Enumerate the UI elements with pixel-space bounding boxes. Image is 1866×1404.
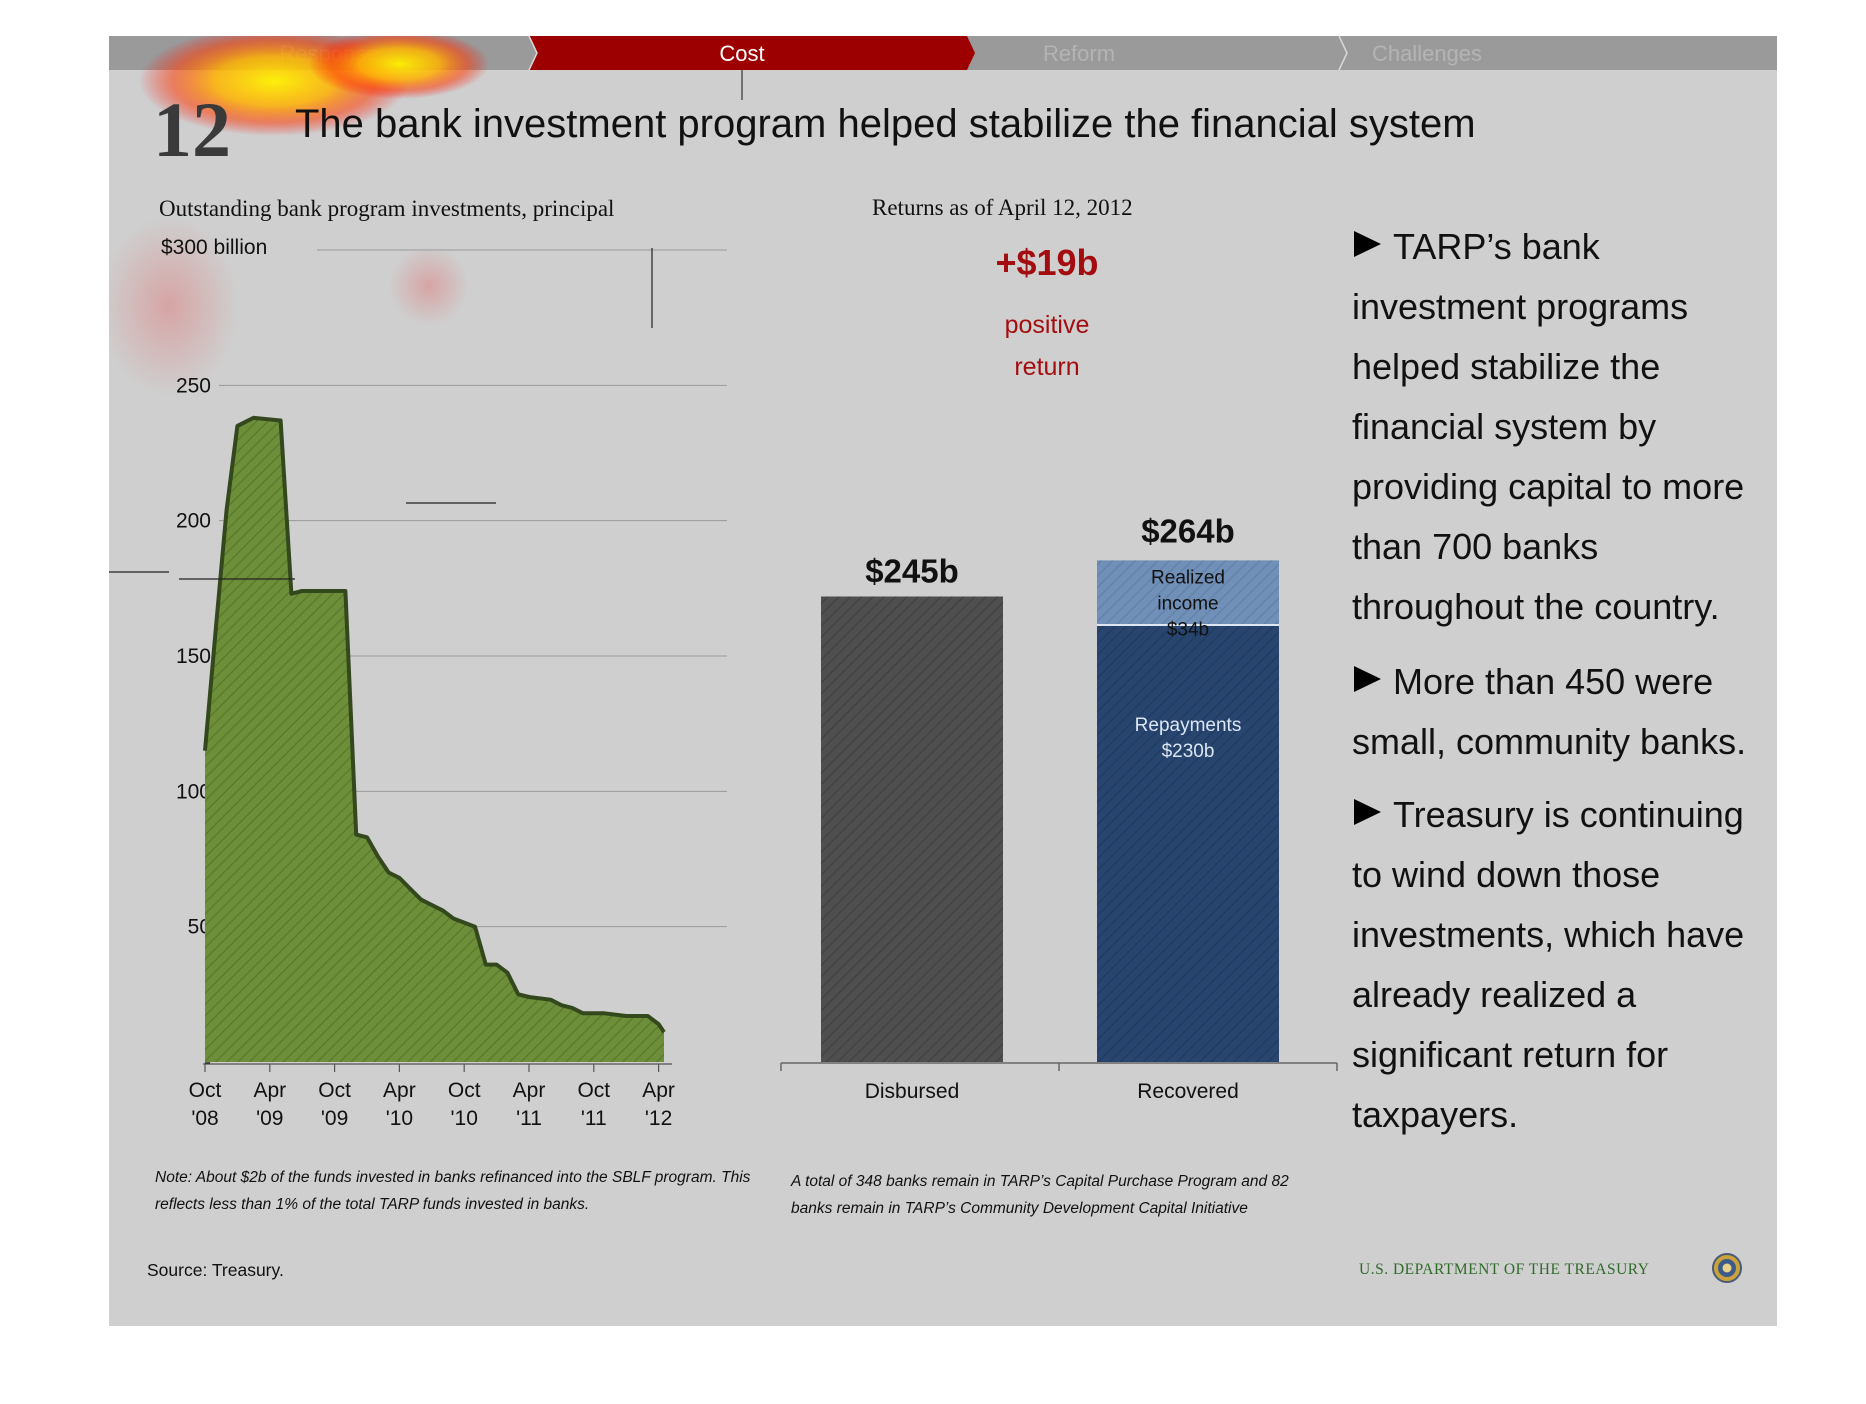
active-tab-shape <box>529 36 975 70</box>
positive-return-label: return <box>1014 353 1079 381</box>
slide: ResponseCostReformChallenges 12 The bank… <box>109 36 1777 1326</box>
area-series-fill <box>205 417 664 1062</box>
bullet-triangle-icon <box>1354 231 1381 257</box>
x-tick-label-month: Oct <box>189 1079 222 1102</box>
y-tick-label: 250 <box>176 374 211 397</box>
treasury-wordmark: U.S. DEPARTMENT OF THE TREASURY <box>1359 1261 1649 1278</box>
bar-total-label: $264b <box>1141 512 1235 549</box>
x-tick-label-month: Apr <box>513 1079 546 1102</box>
y-tick-label: - <box>204 1051 211 1074</box>
bar-chart: Returns as of April 12, 2012 $245b Repaym… <box>780 195 1338 1103</box>
x-tick-label-month: Oct <box>577 1079 610 1102</box>
realized-income-label: Realized <box>1151 567 1225 588</box>
x-tick-label-month: Apr <box>383 1079 416 1102</box>
bar-realized-income <box>1097 560 1279 625</box>
y-tick-label: 150 <box>176 645 211 668</box>
x-tick-label-year: '11 <box>516 1107 542 1130</box>
bullet-item: Treasury is continuing to wind down those… <box>1352 794 1744 1135</box>
repayments-label: Repayments <box>1135 715 1242 736</box>
treasury-seal-icon <box>1712 1253 1742 1283</box>
bar-chart-title: Returns as of April 12, 2012 <box>872 195 1133 220</box>
annotation-lines <box>109 248 653 580</box>
x-tick-label-year: '10 <box>451 1107 478 1130</box>
y-tick-label: 100 <box>176 780 211 803</box>
area-chart: Outstanding bank program investments, pr… <box>159 196 727 1130</box>
tab-reform[interactable]: Reform <box>1043 41 1115 66</box>
x-tick-label-month: Apr <box>253 1079 286 1102</box>
note-right: A total of 348 banks remain in TARP’s Ca… <box>790 1173 1289 1217</box>
realized-income-label: income <box>1157 593 1218 614</box>
x-tick-label-year: '09 <box>256 1107 283 1130</box>
x-tick-label-month: Oct <box>318 1079 351 1102</box>
x-tick-label-month: Apr <box>642 1079 675 1102</box>
area-chart-top-label: $300 billion <box>161 236 267 259</box>
bar-disbursed <box>821 596 1003 1062</box>
positive-return-value: +$19b <box>995 242 1098 283</box>
notes: Note: About $2b of the funds invested in… <box>147 1169 1289 1280</box>
bullet-item: TARP’s bank investment programs helped sta… <box>1352 226 1744 627</box>
y-tick-label: 200 <box>176 510 211 533</box>
bullet-item: More than 450 were small, community banks… <box>1352 661 1746 762</box>
page-title: The bank investment program helped stabi… <box>295 102 1476 146</box>
x-tick-label-year: '09 <box>321 1107 348 1130</box>
source-note: Source: Treasury. <box>147 1260 284 1280</box>
repayments-value: $230b <box>1162 741 1215 762</box>
x-tick-label-month: Oct <box>448 1079 481 1102</box>
x-tick-label-year: '08 <box>191 1107 218 1130</box>
slide-canvas: ResponseCostReformChallenges 12 The bank… <box>109 36 1777 1283</box>
bar-repayments <box>1097 625 1279 1062</box>
realized-income-value: $34b <box>1167 619 1209 640</box>
bullet-triangle-icon <box>1354 666 1381 692</box>
note-left: Note: About $2b of the funds invested in… <box>155 1169 751 1213</box>
x-tick-label-year: '10 <box>386 1107 413 1130</box>
slide-number: 12 <box>153 86 231 173</box>
bullet-triangle-icon <box>1354 799 1381 825</box>
x-tick-label-year: '12 <box>645 1107 672 1130</box>
bar-category-label: Disbursed <box>865 1080 960 1103</box>
area-chart-title: Outstanding bank program investments, pr… <box>159 196 614 221</box>
positive-return-label: positive <box>1005 311 1090 339</box>
bullet-list: TARP’s bank investment programs helped sta… <box>1352 226 1746 1135</box>
bar-category-label: Recovered <box>1137 1080 1239 1103</box>
heatmap-overlay <box>109 36 489 396</box>
bar-total-label: $245b <box>865 553 959 590</box>
x-tick-label-year: '11 <box>581 1107 607 1130</box>
tab-challenges[interactable]: Challenges <box>1372 41 1482 66</box>
area-series-line <box>203 415 666 1034</box>
tab-cost[interactable]: Cost <box>719 41 764 66</box>
